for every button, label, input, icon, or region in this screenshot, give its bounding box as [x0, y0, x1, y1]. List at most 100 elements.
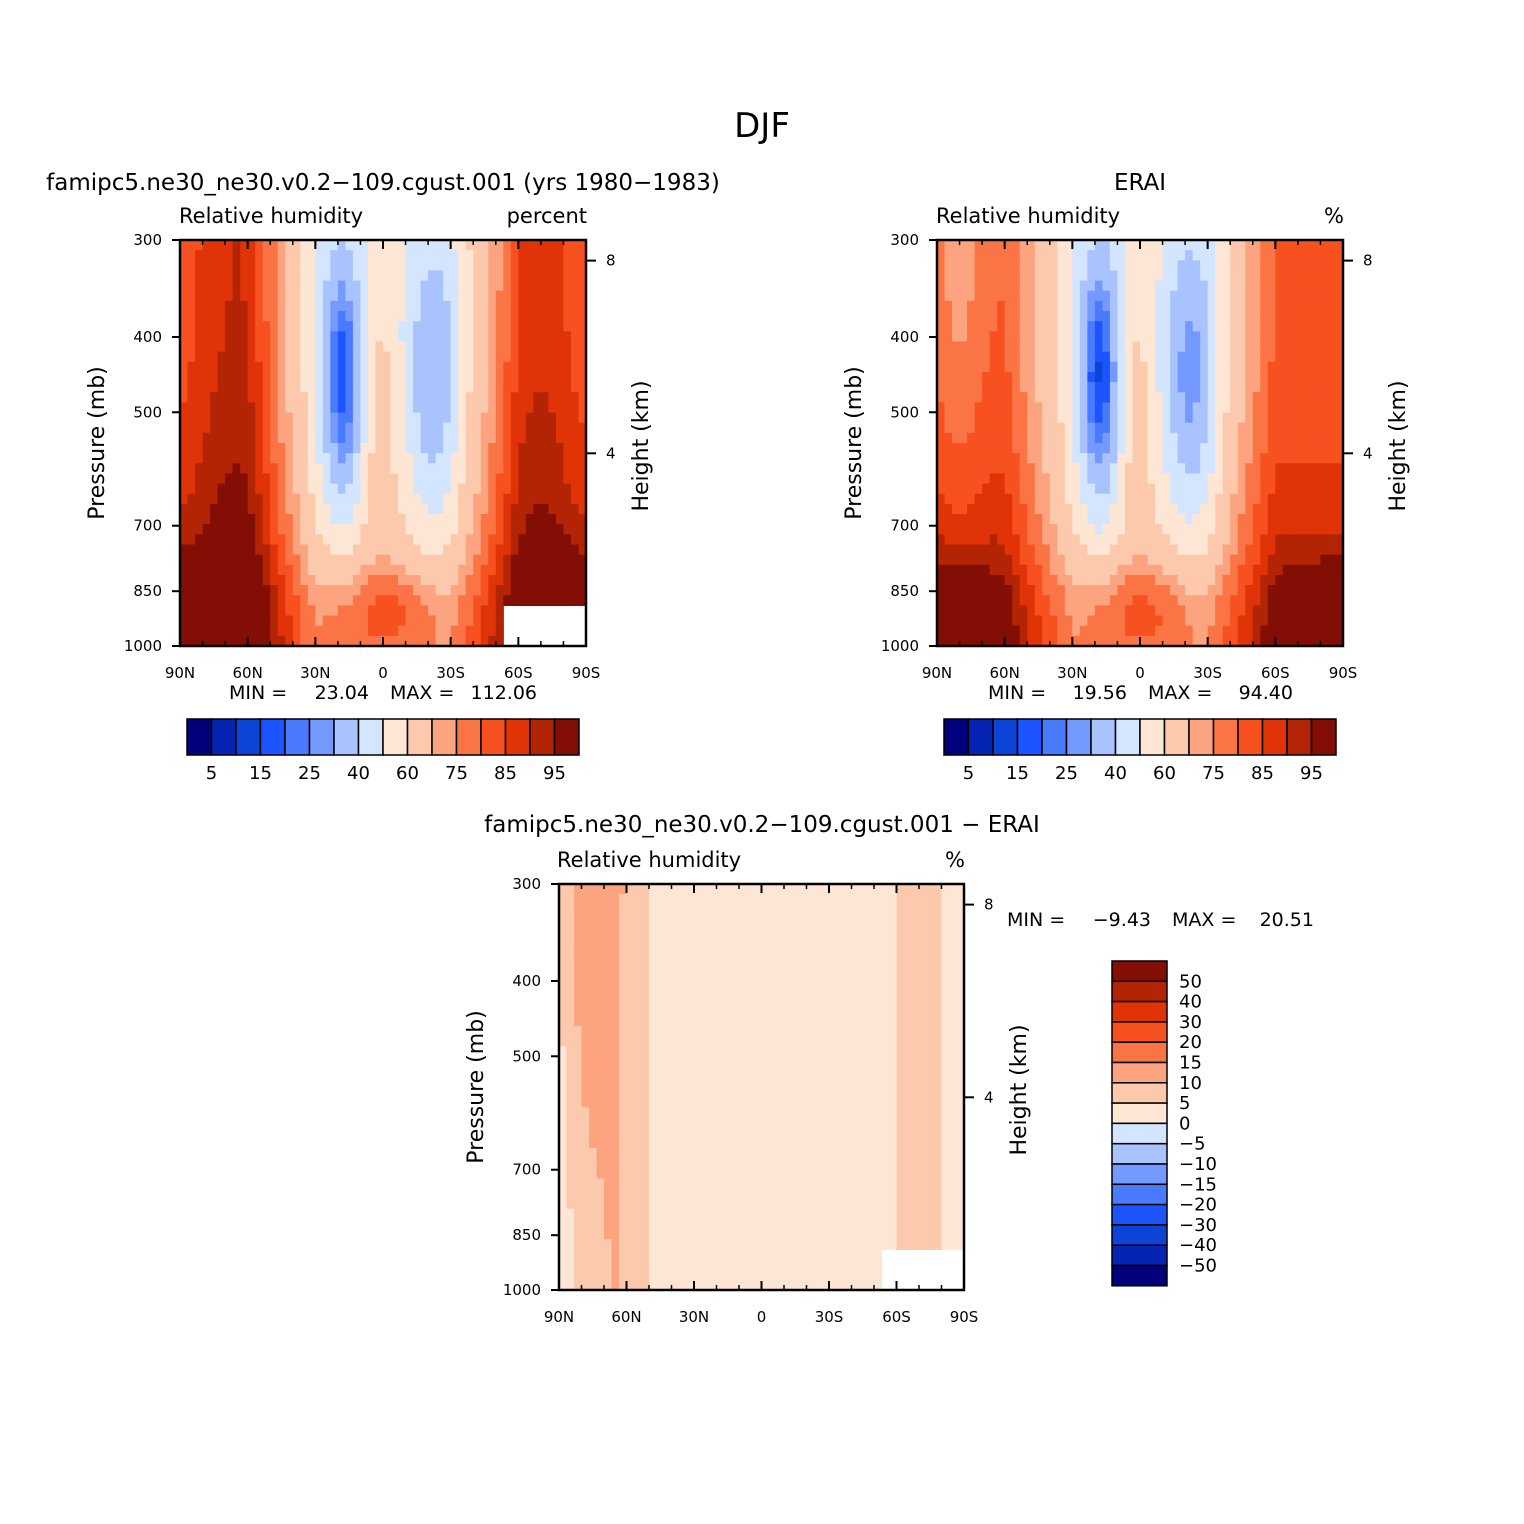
field-cell: [1192, 443, 1201, 454]
field-cell: [322, 443, 331, 454]
field-cell: [1207, 250, 1216, 261]
field-cell: [1072, 422, 1081, 434]
field-cell: [450, 361, 459, 373]
field-cell: [596, 914, 605, 926]
field-cell: [1200, 260, 1209, 272]
field-cell: [1155, 331, 1164, 343]
field-cell: [821, 955, 830, 966]
field-cell: [974, 331, 983, 343]
field-cell: [1057, 240, 1066, 251]
field-cell: [997, 503, 1006, 515]
field-cell: [270, 473, 279, 485]
field-cell: [488, 463, 497, 475]
field-cell: [187, 503, 196, 515]
field-cell: [1079, 605, 1088, 617]
field-cell: [1034, 260, 1043, 272]
field-cell: [578, 392, 587, 403]
field-cell: [405, 311, 414, 322]
field-cell: [619, 914, 628, 926]
field-cell: [1064, 321, 1073, 332]
field-cell: [1305, 392, 1314, 403]
field-cell: [503, 493, 512, 505]
field-cell: [1147, 534, 1156, 546]
field-cell: [1064, 280, 1073, 292]
field-cell: [989, 260, 998, 272]
field-cell: [540, 493, 550, 505]
field-cell: [420, 260, 429, 272]
field-cell: [1019, 564, 1028, 576]
field-cell: [974, 625, 983, 637]
field-cell: [240, 280, 249, 292]
field-cell: [1320, 270, 1329, 282]
field-cell: [1245, 544, 1254, 556]
field-cell: [262, 534, 271, 546]
field-cell: [210, 290, 219, 302]
field-cell: [967, 473, 976, 485]
field-cell: [187, 402, 196, 414]
field-cell: [566, 965, 575, 976]
field-cell: [1282, 371, 1291, 383]
field-cell: [473, 270, 482, 282]
field-cell: [405, 615, 414, 627]
field-cell: [330, 473, 339, 485]
field-cell: [405, 382, 414, 393]
field-cell: [574, 914, 583, 926]
field-cell: [473, 432, 482, 444]
field-cell: [664, 924, 673, 936]
field-cell: [307, 331, 316, 343]
field-cell: [671, 914, 680, 926]
field-cell: [473, 483, 482, 495]
field-cell: [473, 321, 482, 332]
field-cell: [974, 524, 983, 535]
field-cell: [1282, 585, 1291, 596]
field-cell: [367, 371, 377, 383]
field-cell: [1275, 382, 1284, 393]
field-cell: [225, 483, 234, 495]
field-cell: [563, 483, 572, 495]
field-cell: [649, 934, 658, 946]
field-cell: [944, 595, 953, 606]
field-cell: [1012, 331, 1021, 343]
field-cell: [1222, 524, 1231, 535]
field-cell: [180, 321, 189, 332]
field-cell: [679, 914, 688, 926]
field-cell: [1177, 371, 1186, 383]
field-cell: [405, 280, 414, 292]
field-cell: [1034, 544, 1043, 556]
field-cell: [1132, 300, 1141, 312]
field-cell: [944, 605, 953, 617]
field-cell: [1237, 240, 1246, 251]
field-cell: [982, 534, 991, 546]
field-cell: [322, 422, 331, 434]
field-cell: [540, 371, 550, 383]
field-cell: [1064, 311, 1073, 322]
field-cell: [1132, 351, 1141, 363]
field-cell: [413, 534, 422, 546]
field-cell: [1155, 280, 1164, 292]
field-cell: [555, 524, 565, 535]
field-cell: [443, 311, 452, 322]
field-cell: [428, 371, 437, 383]
field-cell: [851, 965, 860, 976]
field-cell: [480, 483, 489, 495]
field-cell: [1245, 311, 1254, 322]
field-cell: [1034, 422, 1043, 434]
field-cell: [1079, 544, 1088, 556]
field-cell: [1140, 493, 1149, 505]
field-cell: [330, 443, 339, 454]
x-tick-label: 0: [1135, 664, 1145, 682]
field-cell: [413, 564, 422, 576]
field-cell: [1275, 331, 1284, 343]
field-cell: [548, 321, 557, 332]
field-cell: [345, 585, 354, 596]
field-cell: [881, 955, 890, 966]
field-cell: [889, 924, 898, 936]
field-cell: [1094, 635, 1104, 647]
field-cell: [510, 473, 519, 485]
field-cell: [292, 544, 301, 556]
field-cell: [649, 894, 658, 905]
field-cell: [383, 595, 392, 606]
field-cell: [1185, 280, 1194, 292]
field-cell: [525, 503, 534, 515]
field-cell: [255, 615, 264, 627]
